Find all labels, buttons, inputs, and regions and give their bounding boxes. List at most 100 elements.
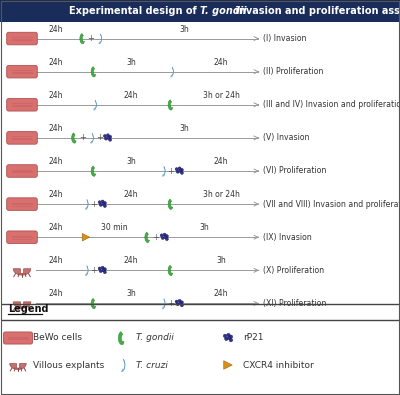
- Circle shape: [106, 134, 109, 137]
- Text: +: +: [168, 299, 174, 308]
- Circle shape: [102, 203, 105, 206]
- Polygon shape: [82, 233, 90, 241]
- Text: 3h: 3h: [199, 223, 209, 232]
- Text: 3h: 3h: [216, 256, 226, 265]
- Text: rP21: rP21: [243, 333, 264, 342]
- Text: +: +: [79, 134, 86, 142]
- Text: 24h: 24h: [49, 190, 63, 199]
- Text: 24h: 24h: [49, 24, 63, 34]
- Circle shape: [175, 300, 178, 303]
- Text: +: +: [152, 233, 160, 242]
- Text: 3h: 3h: [179, 24, 189, 34]
- Text: (III and IV) Invasion and proliferation: (III and IV) Invasion and proliferation: [263, 100, 400, 109]
- Text: 30 min: 30 min: [101, 223, 127, 232]
- Circle shape: [160, 234, 163, 237]
- Circle shape: [161, 237, 164, 239]
- Circle shape: [227, 333, 230, 337]
- Text: +: +: [88, 34, 94, 43]
- Polygon shape: [168, 100, 173, 110]
- FancyBboxPatch shape: [7, 231, 37, 243]
- Circle shape: [179, 302, 182, 305]
- Polygon shape: [72, 133, 76, 143]
- Circle shape: [101, 200, 104, 203]
- Polygon shape: [91, 133, 93, 143]
- FancyBboxPatch shape: [3, 332, 33, 344]
- Polygon shape: [85, 199, 88, 209]
- Circle shape: [163, 233, 166, 236]
- Text: (V) Invasion: (V) Invasion: [263, 134, 310, 142]
- Polygon shape: [85, 266, 88, 276]
- Circle shape: [228, 336, 231, 340]
- Text: 3h or 24h: 3h or 24h: [202, 190, 240, 199]
- Polygon shape: [13, 302, 31, 308]
- Polygon shape: [94, 100, 96, 110]
- Circle shape: [103, 268, 106, 271]
- Circle shape: [102, 269, 105, 272]
- Text: T. cruzi: T. cruzi: [136, 361, 168, 369]
- Text: T. gondii: T. gondii: [136, 333, 174, 342]
- Polygon shape: [168, 199, 173, 209]
- Circle shape: [229, 339, 233, 342]
- Text: (II) Proliferation: (II) Proliferation: [263, 67, 323, 76]
- Text: 24h: 24h: [49, 157, 63, 166]
- FancyBboxPatch shape: [7, 198, 37, 211]
- Polygon shape: [91, 166, 96, 176]
- Text: Legend: Legend: [8, 304, 48, 314]
- Text: 24h: 24h: [124, 91, 138, 100]
- Text: 3h or 24h: 3h or 24h: [202, 91, 240, 100]
- Circle shape: [104, 137, 108, 140]
- Circle shape: [107, 136, 110, 139]
- Polygon shape: [10, 363, 26, 369]
- Text: 24h: 24h: [49, 256, 63, 265]
- Polygon shape: [224, 361, 232, 369]
- Polygon shape: [145, 232, 149, 243]
- Circle shape: [179, 169, 182, 173]
- Polygon shape: [80, 34, 84, 44]
- FancyBboxPatch shape: [7, 165, 37, 177]
- Text: +: +: [96, 134, 103, 142]
- Text: 24h: 24h: [214, 58, 228, 67]
- Text: T. gondii: T. gondii: [200, 6, 247, 16]
- Circle shape: [98, 201, 101, 204]
- Text: Experimental design of: Experimental design of: [69, 6, 200, 16]
- Text: (I) Invasion: (I) Invasion: [263, 34, 306, 43]
- Text: 24h: 24h: [214, 157, 228, 166]
- Text: 24h: 24h: [49, 290, 63, 299]
- Polygon shape: [91, 299, 96, 309]
- FancyBboxPatch shape: [0, 0, 400, 22]
- Polygon shape: [168, 265, 173, 276]
- Circle shape: [176, 170, 179, 173]
- Circle shape: [178, 299, 181, 302]
- Circle shape: [103, 205, 106, 207]
- Circle shape: [225, 337, 228, 340]
- Circle shape: [164, 236, 167, 239]
- Polygon shape: [162, 299, 165, 309]
- Polygon shape: [118, 332, 124, 345]
- Circle shape: [103, 271, 106, 274]
- Circle shape: [103, 135, 106, 137]
- Circle shape: [99, 203, 102, 206]
- Text: 3h: 3h: [179, 124, 189, 133]
- Text: +: +: [90, 266, 98, 275]
- Text: (X) Proliferation: (X) Proliferation: [263, 266, 324, 275]
- Circle shape: [180, 304, 183, 307]
- Circle shape: [165, 238, 168, 241]
- Circle shape: [109, 135, 112, 138]
- Circle shape: [101, 266, 104, 269]
- Text: +: +: [90, 199, 98, 209]
- Circle shape: [109, 138, 112, 141]
- Polygon shape: [99, 34, 102, 44]
- Text: BeWo cells: BeWo cells: [33, 333, 82, 342]
- Text: 3h: 3h: [126, 290, 136, 299]
- Circle shape: [223, 334, 227, 338]
- Polygon shape: [122, 359, 125, 372]
- Circle shape: [176, 303, 179, 306]
- FancyBboxPatch shape: [7, 132, 37, 144]
- Text: (IX) Invasion: (IX) Invasion: [263, 233, 312, 242]
- Text: CXCR4 inhibitor: CXCR4 inhibitor: [243, 361, 314, 369]
- Circle shape: [180, 301, 183, 304]
- FancyBboxPatch shape: [7, 32, 37, 45]
- Circle shape: [175, 167, 178, 171]
- Circle shape: [98, 267, 101, 270]
- Circle shape: [103, 201, 106, 205]
